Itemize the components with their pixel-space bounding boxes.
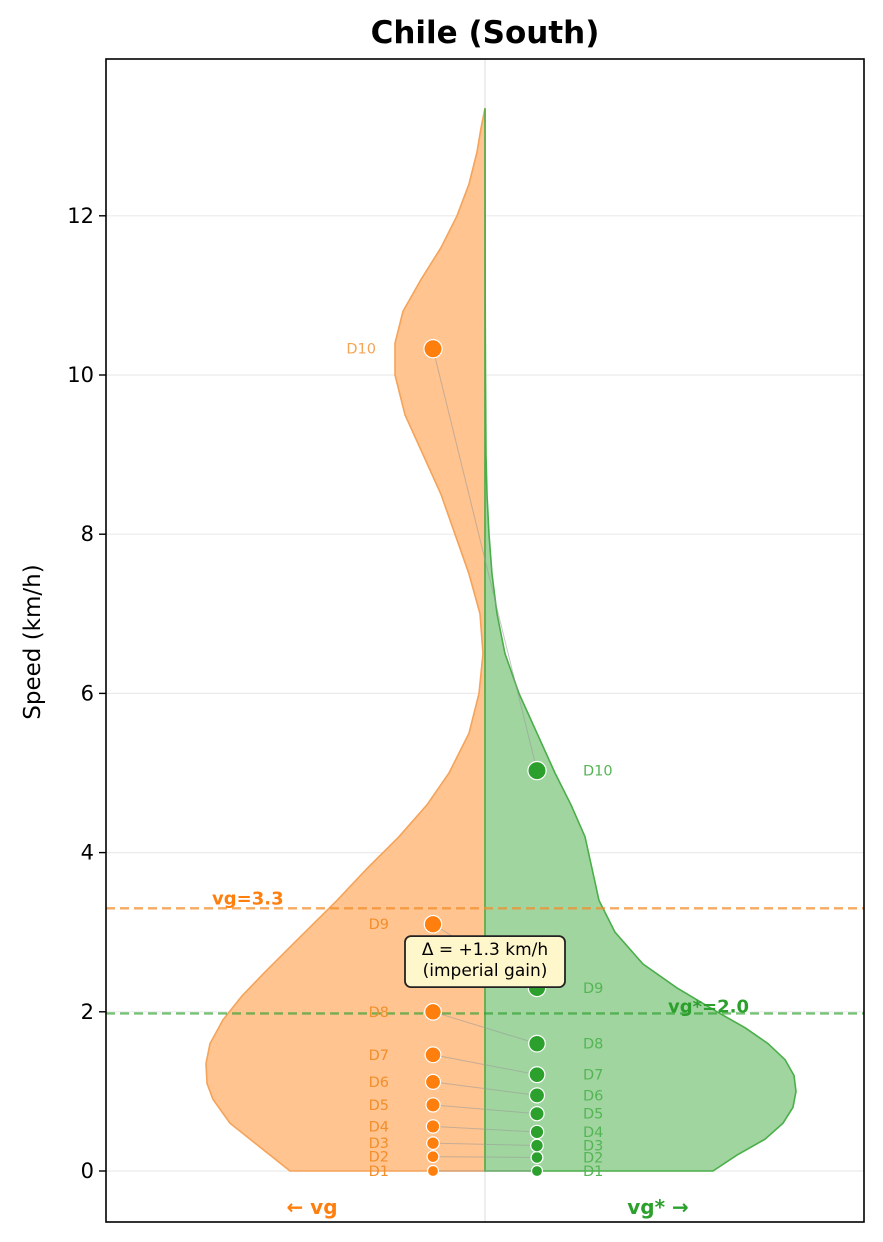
vgs-point (530, 1150, 544, 1164)
annotation-box (404, 935, 566, 988)
violins (205, 108, 797, 1172)
vgs-decile-label: D3 (583, 1139, 603, 1155)
vg-decile-label: D10 (346, 342, 376, 358)
connector-line (432, 1125, 538, 1133)
reference-lines: vg=3.3 vg*=2.0 (106, 888, 864, 1017)
vgs-point (529, 1105, 545, 1122)
vgs-point (528, 1087, 546, 1104)
vgs-reference-label: vg*=2.0 (668, 996, 749, 1017)
vg-decile-label: D7 (369, 1048, 389, 1064)
vg-decile-label: D5 (369, 1098, 389, 1114)
connector-line (432, 1156, 538, 1158)
connector-line (432, 348, 538, 771)
vgs-decile-label: D4 (583, 1125, 603, 1141)
vg-point (424, 1073, 442, 1090)
vgs-decile-label: D5 (583, 1107, 603, 1123)
y-tick-label: 6 (81, 681, 94, 705)
delta-annotation: Δ = +1.3 km/h (imperial gain) (404, 935, 566, 988)
vgs-point (530, 1164, 544, 1178)
connector-line (432, 1104, 538, 1115)
vg-side-label: ← vg (286, 1195, 337, 1219)
vg-decile-label: D1 (369, 1164, 389, 1180)
y-tick-label: 8 (81, 522, 94, 546)
vg-point (426, 1136, 440, 1151)
vgs-point (530, 1138, 544, 1153)
vg-decile-label: D8 (369, 1005, 389, 1021)
y-tick-label: 4 (81, 841, 94, 865)
vg-reference-label: vg=3.3 (212, 888, 284, 909)
y-tick-label: 2 (81, 1000, 94, 1024)
vgs-decile-label: D8 (583, 1037, 603, 1053)
vgs-decile-label: D2 (583, 1150, 603, 1166)
vgs-decile-label: D10 (583, 764, 613, 780)
vg-point (425, 1097, 441, 1113)
vg-point (424, 1002, 442, 1021)
y-axis-label: Speed (km/h) (20, 564, 46, 719)
vg-decile-label: D4 (369, 1119, 389, 1135)
connector-line (432, 1142, 538, 1147)
vgs-side-label: vg* → (627, 1195, 689, 1219)
decile-connectors (432, 348, 538, 1172)
vg-point (426, 1164, 440, 1178)
vg-point (426, 1150, 440, 1164)
plot-frame (105, 58, 865, 1223)
decile-points: D1D2D3D4D5D6D7D8D9D10D1D2D3D4D5D6D7D8D9D… (346, 339, 613, 1180)
chart-title: Chile (South) (371, 15, 600, 51)
annotation-line1: Δ = +1.3 km/h (422, 940, 548, 960)
y-tick-label: 0 (81, 1159, 94, 1183)
vgs-point (529, 1124, 545, 1140)
vg-decile-label: D9 (369, 917, 389, 933)
vgs-point (528, 1066, 546, 1084)
vgs-decile-label: D7 (583, 1068, 603, 1084)
vgs-decile-label: D6 (583, 1088, 603, 1104)
vg-decile-label: D2 (369, 1150, 389, 1166)
vg-point (425, 1119, 441, 1134)
connector-line (432, 1054, 538, 1076)
vg-decile-label: D3 (369, 1136, 389, 1152)
vg-point (424, 1046, 442, 1064)
y-ticks: 0 2 4 6 8 10 12 (67, 204, 106, 1183)
annotation-line2: (imperial gain) (423, 961, 548, 981)
vgs-decile-label: D9 (583, 981, 603, 997)
connector-line (432, 1081, 538, 1096)
connector-line (432, 1011, 538, 1045)
vg-decile-label: D6 (369, 1075, 389, 1091)
vgs-point (527, 760, 547, 781)
vg-point (423, 914, 443, 934)
vgs-decile-label: D1 (583, 1164, 603, 1180)
y-tick-label: 10 (67, 363, 94, 387)
violin-vgs-half (484, 108, 797, 1172)
vg-point (423, 339, 443, 359)
violin-vg-half (205, 108, 486, 1172)
vgs-point (528, 1034, 546, 1053)
y-tick-label: 12 (67, 204, 94, 228)
